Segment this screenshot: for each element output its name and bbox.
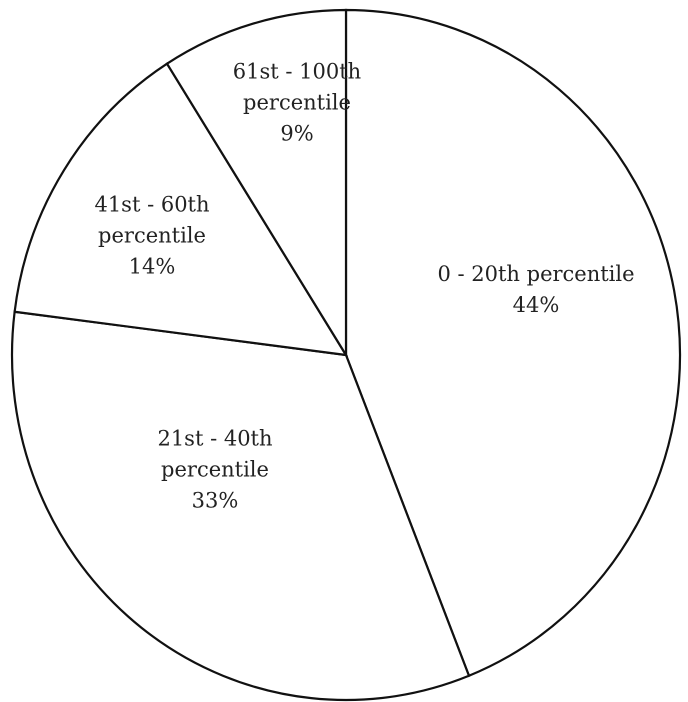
category-label: 61st - 100th percentile xyxy=(232,59,362,115)
category-label: 21st - 40th percentile xyxy=(157,426,273,482)
value-label: 9% xyxy=(280,121,314,146)
slice-label: 61st - 100th percentile 9% xyxy=(212,57,382,150)
category-label: 41st - 60th percentile xyxy=(94,192,210,248)
pie-slice xyxy=(344,8,682,678)
value-label: 14% xyxy=(128,254,176,279)
slice-label: 41st - 60th percentile 14% xyxy=(67,190,237,283)
slice-label: 0 - 20th percentile 44% xyxy=(396,259,676,321)
slice-label: 21st - 40th percentile 33% xyxy=(130,424,300,517)
category-label: 0 - 20th percentile xyxy=(437,262,635,286)
pie-slice xyxy=(165,8,348,359)
pie-slice xyxy=(10,310,471,702)
pie-slice xyxy=(13,62,349,357)
value-label: 44% xyxy=(512,293,560,317)
value-label: 33% xyxy=(191,488,239,513)
